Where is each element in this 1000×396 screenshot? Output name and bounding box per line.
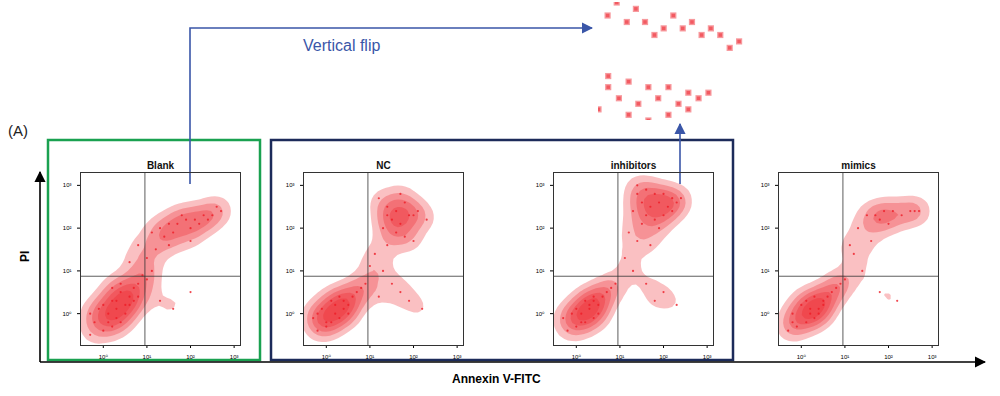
svg-text:10²: 10²	[63, 225, 72, 231]
svg-text:10⁰: 10⁰	[572, 354, 582, 360]
svg-text:10¹: 10¹	[536, 268, 545, 274]
svg-text:10³: 10³	[63, 182, 72, 188]
svg-text:10¹: 10¹	[63, 268, 72, 274]
svg-text:10³: 10³	[928, 354, 937, 360]
svg-text:inhibitors: inhibitors	[611, 160, 657, 171]
svg-text:10¹: 10¹	[616, 354, 625, 360]
svg-text:Blank: Blank	[147, 160, 175, 171]
svg-text:10²: 10²	[409, 354, 418, 360]
svg-text:10⁰: 10⁰	[285, 311, 295, 317]
svg-text:10³: 10³	[703, 354, 712, 360]
svg-text:10³: 10³	[761, 182, 770, 188]
svg-text:10¹: 10¹	[761, 268, 770, 274]
svg-text:NC: NC	[376, 160, 390, 171]
svg-text:10³: 10³	[286, 182, 295, 188]
svg-text:10⁰: 10⁰	[535, 311, 545, 317]
html-text:Vertical flip: Vertical flip	[303, 37, 381, 54]
html-text:(A): (A)	[8, 122, 28, 139]
svg-text:10²: 10²	[659, 354, 668, 360]
svg-text:mimics: mimics	[841, 160, 876, 171]
svg-text:10⁰: 10⁰	[62, 311, 72, 317]
svg-text:10¹: 10¹	[286, 268, 295, 274]
svg-text:10³: 10³	[230, 354, 239, 360]
svg-text:10⁰: 10⁰	[322, 354, 332, 360]
svg-text:10²: 10²	[286, 225, 295, 231]
svg-text:10³: 10³	[453, 354, 462, 360]
svg-text:10¹: 10¹	[143, 354, 152, 360]
svg-text:10²: 10²	[884, 354, 893, 360]
svg-text:10²: 10²	[761, 225, 770, 231]
svg-text:10¹: 10¹	[366, 354, 375, 360]
svg-text:10²: 10²	[186, 354, 195, 360]
svg-text:10¹: 10¹	[841, 354, 850, 360]
svg-text:10²: 10²	[536, 225, 545, 231]
svg-text:10⁰: 10⁰	[99, 354, 109, 360]
svg-text:10³: 10³	[536, 182, 545, 188]
html-text:PI: PI	[18, 250, 32, 262]
svg-text:10⁰: 10⁰	[797, 354, 807, 360]
svg-text:10⁰: 10⁰	[760, 311, 770, 317]
html-text:Annexin V-FITC: Annexin V-FITC	[452, 372, 541, 386]
